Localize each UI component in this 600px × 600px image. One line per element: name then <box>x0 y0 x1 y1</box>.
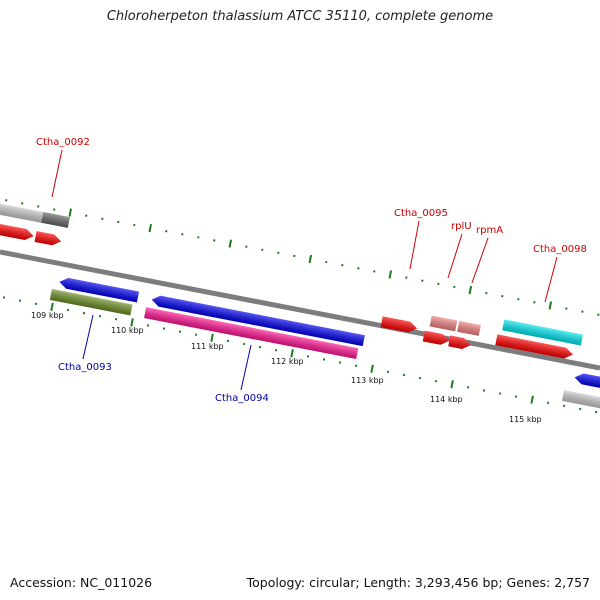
leader-ctha-0095 <box>409 220 420 270</box>
gene-arrow-blue <box>574 373 600 395</box>
kbp-label-111: 111 kbp <box>191 342 224 351</box>
gene-arrow-red <box>380 316 418 333</box>
gene-shading <box>380 316 418 333</box>
gene-block-darkgray <box>41 212 70 228</box>
kbp-label-109: 109 kbp <box>31 311 64 320</box>
gene-shading <box>429 315 458 332</box>
gene-shading <box>495 334 573 359</box>
major-tick <box>308 254 313 264</box>
gene-label-ctha-0093[interactable]: Ctha_0093 <box>58 362 112 373</box>
gene-arrow-blue <box>151 295 365 347</box>
gene-block-lightgray <box>0 201 44 223</box>
gene-shading <box>574 373 600 395</box>
gene-shading <box>422 330 450 345</box>
outer-tick-ring <box>5 199 600 316</box>
leader-ctha-0098 <box>544 256 558 303</box>
major-tick <box>468 285 473 295</box>
major-tick <box>50 302 54 311</box>
gene-block-lightgray <box>561 390 600 413</box>
gene-shading <box>561 390 600 413</box>
major-tick <box>228 239 233 248</box>
leader-ctha-0094 <box>240 344 252 391</box>
leader-ctha-0092 <box>51 149 63 198</box>
gene-arrow-blue <box>59 277 140 303</box>
gene-shading <box>502 319 583 346</box>
gene-arrow-red <box>34 231 62 246</box>
leader-rpma <box>471 237 489 284</box>
major-tick <box>370 364 374 373</box>
gene-block-cyan <box>502 319 583 346</box>
gene-arrow-red <box>422 330 450 345</box>
label-leaders <box>51 149 558 391</box>
kbp-label-113: 113 kbp <box>351 376 384 385</box>
gene-shading <box>457 320 481 336</box>
gene-label-ctha-0092[interactable]: Ctha_0092 <box>36 137 90 148</box>
major-tick <box>130 318 134 327</box>
gene-shading <box>59 277 140 303</box>
leader-ctha-0093 <box>82 314 94 360</box>
major-tick <box>388 270 393 279</box>
gene-label-ctha-0098[interactable]: Ctha_0098 <box>533 244 587 255</box>
gene-label-rpma[interactable]: rpmA <box>476 225 503 236</box>
gene-shading <box>448 335 471 349</box>
gene-shading <box>0 221 34 240</box>
gene-arrow-red <box>0 221 34 240</box>
gene-shading <box>151 295 365 347</box>
gene-features <box>0 201 600 413</box>
genome-backbone <box>0 249 600 371</box>
major-tick <box>148 223 153 233</box>
gene-shading <box>41 212 70 228</box>
gene-label-ctha-0094[interactable]: Ctha_0094 <box>215 393 269 404</box>
genome-summary: Topology: circular; Length: 3,293,456 bp… <box>246 575 590 590</box>
gene-shading <box>34 231 62 246</box>
gene-block-salmon <box>429 315 458 332</box>
gene-shading <box>144 307 359 360</box>
major-tick <box>530 395 534 404</box>
major-tick <box>68 208 72 217</box>
major-tick <box>548 301 553 310</box>
gene-shading <box>0 201 44 223</box>
major-tick <box>290 349 294 358</box>
gene-label-ctha-0095[interactable]: Ctha_0095 <box>394 208 448 219</box>
gene-label-rplu[interactable]: rplU <box>451 221 472 232</box>
kbp-label-114: 114 kbp <box>430 395 463 404</box>
major-tick <box>210 333 214 342</box>
leader-rplu <box>447 233 463 279</box>
kbp-label-112: 112 kbp <box>271 357 304 366</box>
gene-block-salmon <box>457 320 481 336</box>
gene-shading <box>49 289 133 316</box>
gene-arrow-red <box>448 335 471 349</box>
map-title: Chloroherpeton thalassium ATCC 35110, co… <box>106 9 494 24</box>
major-tick <box>450 380 454 389</box>
gene-block-olive <box>49 289 133 316</box>
accession-label: Accession: NC_011026 <box>10 575 153 590</box>
gene-arrow-red <box>495 334 573 359</box>
gene-block-magenta <box>144 307 359 360</box>
kbp-label-115: 115 kbp <box>509 415 542 424</box>
inner-tick-ring <box>2 296 598 414</box>
kbp-label-110: 110 kbp <box>111 326 144 335</box>
